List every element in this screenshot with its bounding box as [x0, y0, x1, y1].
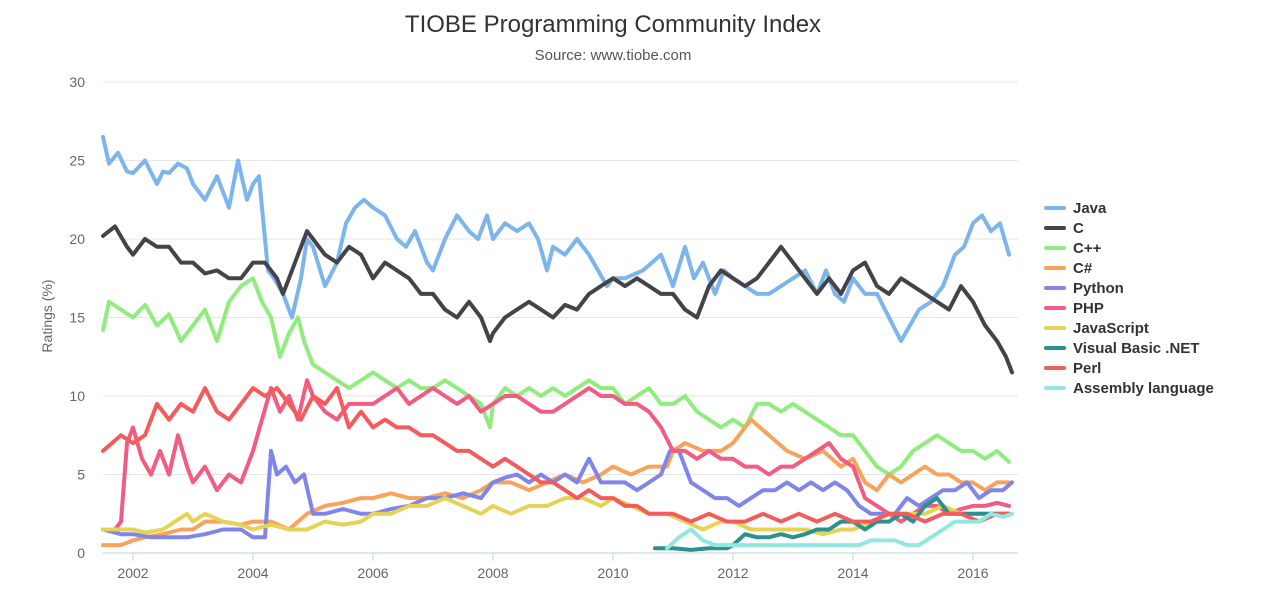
x-tick-label: 2016 — [957, 565, 988, 581]
x-tick-label: 2014 — [837, 565, 868, 581]
y-tick-label: 5 — [77, 467, 85, 483]
series-line-c — [101, 224, 1014, 375]
chart-subtitle: Source: www.tiobe.com — [535, 47, 692, 64]
legend-item[interactable]: Perl — [1044, 360, 1101, 377]
legend-label: C — [1073, 220, 1084, 237]
legend-label: Perl — [1073, 360, 1101, 377]
y-tick-label: 10 — [69, 388, 85, 404]
y-tick-label: 20 — [69, 231, 85, 247]
y-axis-title: Ratings (%) — [39, 279, 55, 352]
legend-label: Python — [1073, 280, 1124, 297]
series-line-c — [101, 417, 1011, 548]
legend-item[interactable]: C# — [1044, 260, 1093, 277]
y-tick-label: 30 — [69, 74, 85, 90]
x-tick-label: 2002 — [117, 565, 148, 581]
legend-label: Assembly language — [1073, 380, 1214, 397]
series-line-javascript — [101, 496, 1011, 537]
y-tick-label: 15 — [69, 310, 85, 326]
legend-label: JavaScript — [1073, 320, 1149, 337]
x-tick-label: 2006 — [357, 565, 388, 581]
legend-item[interactable]: Visual Basic .NET — [1044, 340, 1199, 357]
legend-item[interactable]: Java — [1044, 200, 1107, 217]
legend: Java C C++ C# Python PHP JavaScript Visual Basi… — [1044, 200, 1214, 397]
series-line-java — [101, 134, 1011, 343]
x-tick-label: 2010 — [597, 565, 628, 581]
y-tick-label: 0 — [77, 545, 85, 561]
chart-title: TIOBE Programming Community Index — [405, 11, 821, 38]
series-line-php — [101, 378, 1011, 532]
series-line-python — [101, 448, 1014, 540]
grid-lines — [103, 81, 1018, 554]
legend-item[interactable]: JavaScript — [1044, 320, 1149, 337]
axes: 0 5 10 15 20 25 30 2002 2004 2006 2008 2010 2012 2014… — [69, 74, 988, 581]
legend-label: C++ — [1073, 240, 1102, 257]
legend-item[interactable]: C — [1044, 220, 1084, 237]
legend-label: C# — [1073, 260, 1093, 277]
legend-item[interactable]: PHP — [1044, 300, 1104, 317]
series-line-perl — [101, 386, 1011, 524]
legend-label: Visual Basic .NET — [1073, 340, 1199, 357]
y-tick-label: 25 — [69, 153, 85, 169]
x-tick-label: 2004 — [237, 565, 268, 581]
x-tick-label: 2012 — [717, 565, 748, 581]
series-lines — [101, 134, 1014, 552]
series-line-assembly-language — [665, 511, 1014, 551]
legend-item[interactable]: Python — [1044, 280, 1124, 297]
legend-item[interactable]: Assembly language — [1044, 380, 1214, 397]
x-tick-label: 2008 — [477, 565, 508, 581]
legend-item[interactable]: C++ — [1044, 240, 1102, 257]
legend-label: PHP — [1073, 300, 1104, 317]
legend-label: Java — [1073, 200, 1107, 217]
series-line-c — [101, 276, 1011, 477]
